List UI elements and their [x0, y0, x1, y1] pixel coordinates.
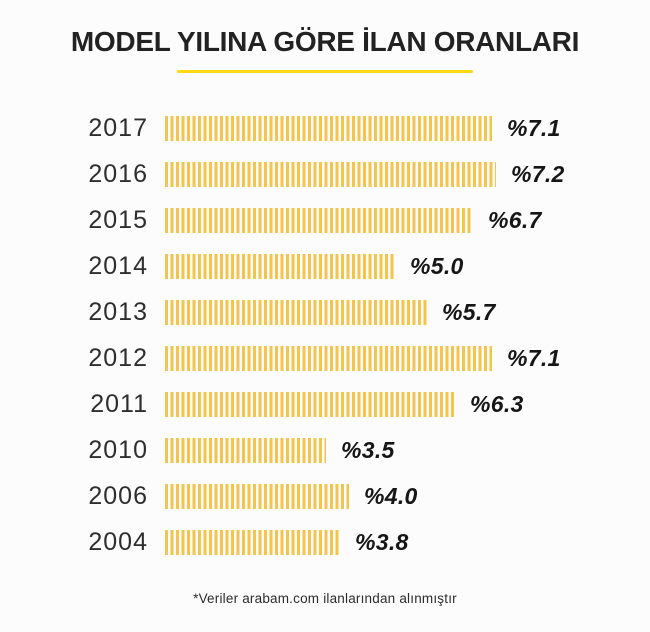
chart-title: MODEL YILINA GÖRE İLAN ORANLARI: [70, 26, 580, 57]
year-label: 2017: [88, 113, 148, 142]
value-label: %7.1: [507, 114, 561, 141]
year-label: 2010: [88, 435, 148, 464]
year-label: 2016: [88, 159, 148, 188]
chart-row: 2006 %4.0: [0, 473, 650, 519]
chart-row: 2013 %5.7: [0, 289, 650, 335]
value-label: %3.5: [341, 436, 395, 463]
chart-row: 2011 %6.3: [0, 381, 650, 427]
value-label: %3.8: [355, 528, 409, 555]
striped-bar: [165, 253, 395, 279]
chart-row: 2016 %7.2: [0, 151, 650, 197]
striped-bar: [165, 345, 492, 371]
striped-bar: [165, 299, 427, 325]
value-label: %5.0: [410, 252, 464, 279]
value-label: %6.3: [470, 390, 524, 417]
striped-bar: [165, 529, 340, 555]
year-label: 2013: [88, 297, 148, 326]
year-label: 2004: [88, 527, 148, 556]
value-label: %6.7: [488, 206, 542, 233]
source-footnote: *Veriler arabam.com ilanlarından alınmış…: [193, 591, 457, 607]
year-label: 2006: [88, 481, 148, 510]
striped-bar: [165, 437, 326, 463]
year-label: 2011: [90, 389, 148, 418]
value-label: %4.0: [364, 482, 418, 509]
chart-row: 2017 %7.1: [0, 105, 650, 151]
striped-bar: [165, 483, 349, 509]
value-label: %7.2: [511, 160, 565, 187]
striped-bar: [165, 391, 455, 417]
chart-row: 2015 %6.7: [0, 197, 650, 243]
value-label: %7.1: [507, 344, 561, 371]
year-label: 2012: [88, 343, 148, 372]
year-label: 2014: [88, 251, 148, 280]
striped-bar: [165, 207, 473, 233]
year-label: 2015: [88, 205, 148, 234]
title-underline-divider: [177, 70, 473, 74]
value-label: %5.7: [442, 298, 496, 325]
chart-row: 2010 %3.5: [0, 427, 650, 473]
chart-container: MODEL YILINA GÖRE İLAN ORANLARI 2017 %7.…: [0, 26, 650, 607]
striped-bar: [165, 115, 492, 141]
chart-row: 2014 %5.0: [0, 243, 650, 289]
chart-row: 2004 %3.8: [0, 519, 650, 565]
chart-rows: 2017 %7.1 2016 %7.2 2015 %6.7 2014 %5.0 …: [0, 105, 650, 565]
striped-bar: [165, 161, 496, 187]
chart-row: 2012 %7.1: [0, 335, 650, 381]
